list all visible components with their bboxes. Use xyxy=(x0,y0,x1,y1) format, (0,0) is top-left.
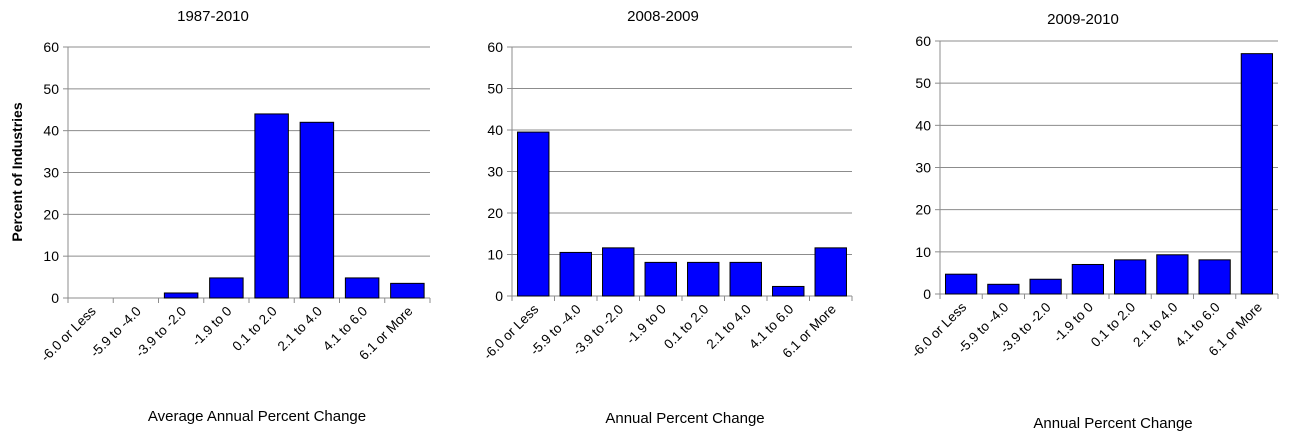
y-tick-label: 60 xyxy=(43,39,59,55)
bar xyxy=(729,261,762,297)
bar xyxy=(1071,263,1105,295)
y-tick-label: 10 xyxy=(487,247,503,263)
bar xyxy=(772,285,805,297)
bar xyxy=(1156,254,1189,295)
y-tick-label: 10 xyxy=(43,248,59,264)
y-tick-label: 50 xyxy=(487,81,503,97)
bar xyxy=(1029,278,1062,295)
y-tick-label: 20 xyxy=(487,205,503,221)
x-tick-label: -6.0 or Less xyxy=(38,303,99,364)
x-tick-label: 0.1 to 2.0 xyxy=(1088,300,1138,350)
y-tick-label: 20 xyxy=(915,202,931,218)
y-axis-label: Percent of Industries xyxy=(9,102,25,241)
x-tick-label: 2.1 to 4.0 xyxy=(275,304,325,354)
x-axis-label: Average Annual Percent Change xyxy=(148,408,366,425)
chart-title: 1987-2010 xyxy=(177,8,249,25)
bar xyxy=(344,277,380,299)
bar xyxy=(987,283,1020,295)
bar xyxy=(390,282,425,299)
x-tick-label: 0.1 to 2.0 xyxy=(661,302,711,352)
y-tick-label: 30 xyxy=(43,165,59,181)
bar xyxy=(944,273,978,295)
y-tick-label: 60 xyxy=(487,39,503,55)
y-tick-label: 0 xyxy=(51,290,59,306)
bar xyxy=(1240,53,1274,295)
bar xyxy=(254,113,289,299)
bar xyxy=(209,277,244,299)
bar xyxy=(814,247,847,297)
bar xyxy=(602,247,635,297)
chart-title: 2009-2010 xyxy=(1047,11,1119,28)
x-tick-label: 2.1 to 4.0 xyxy=(703,302,753,352)
y-tick-label: 20 xyxy=(43,206,59,222)
y-tick-label: 0 xyxy=(495,288,503,304)
x-tick-label: 0.1 to 2.0 xyxy=(229,304,279,354)
y-tick-label: 50 xyxy=(43,81,59,97)
x-tick-label: -1.9 to 0 xyxy=(189,304,235,350)
x-axis-label: Annual Percent Change xyxy=(1033,415,1192,432)
y-tick-label: 40 xyxy=(915,117,931,133)
y-tick-label: 30 xyxy=(487,164,503,180)
chart-title: 2008-2009 xyxy=(627,8,699,25)
bar xyxy=(163,292,199,299)
x-axis-label: Annual Percent Change xyxy=(605,410,764,427)
bar xyxy=(644,261,677,297)
bar xyxy=(559,251,592,297)
bar xyxy=(1198,259,1231,295)
y-tick-label: 40 xyxy=(487,122,503,138)
y-tick-label: 10 xyxy=(915,244,931,260)
x-tick-label: 2.1 to 4.0 xyxy=(1130,300,1180,350)
bar xyxy=(1113,259,1147,295)
y-tick-label: 50 xyxy=(915,75,931,91)
bar xyxy=(687,261,720,297)
bar xyxy=(299,121,335,299)
bar xyxy=(517,131,550,297)
y-tick-label: 0 xyxy=(923,286,931,302)
y-tick-label: 30 xyxy=(915,160,931,176)
y-tick-label: 40 xyxy=(43,123,59,139)
y-tick-label: 60 xyxy=(915,33,931,49)
